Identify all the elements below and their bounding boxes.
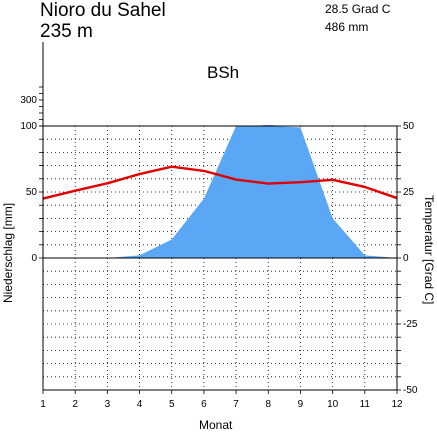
month-tick-label: 11: [360, 399, 371, 410]
month-tick-label: 2: [72, 399, 78, 410]
precip-tick-label: 0: [31, 253, 37, 264]
month-tick-label: 6: [201, 399, 207, 410]
month-tick-label: 3: [105, 399, 111, 410]
temp-tick-label: 0: [403, 253, 409, 264]
temp-tick-label: -50: [403, 385, 418, 396]
month-tick-label: 10: [327, 399, 339, 410]
month-tick-label: 9: [298, 399, 304, 410]
precip-tick-label: 50: [26, 187, 38, 198]
temp-tick-label: 50: [403, 121, 415, 132]
temp-tick-label: -25: [403, 319, 418, 330]
month-tick-label: 8: [265, 399, 271, 410]
month-tick-label: 7: [233, 399, 239, 410]
precip-tick-label: 300: [20, 95, 37, 106]
month-tick-label: 4: [137, 399, 143, 410]
month-tick-label: 12: [391, 399, 403, 410]
temp-tick-label: 25: [403, 187, 415, 198]
month-tick-label: 1: [40, 399, 46, 410]
month-tick-label: 5: [169, 399, 175, 410]
precip-tick-label: 100: [20, 121, 37, 132]
